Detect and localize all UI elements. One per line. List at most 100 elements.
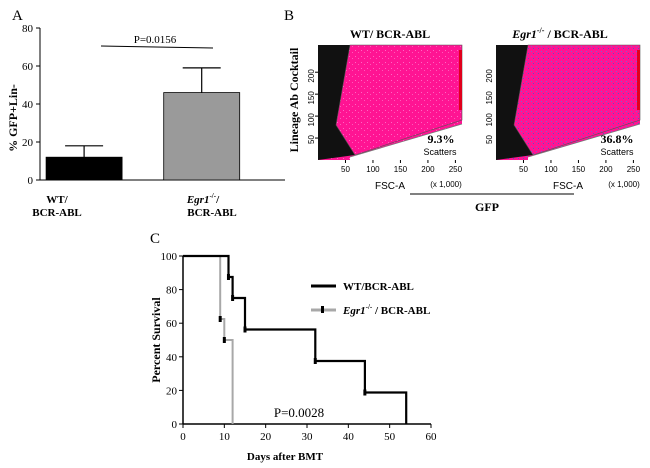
flow-plot-egr1-title: Egr1-/- / BCR-ABL xyxy=(511,26,608,41)
flow-x-tick-label: 150 xyxy=(394,165,408,174)
bar-y-tick-label: 60 xyxy=(22,61,34,73)
panel-c: C Percent Survival 0 20 40 60 80 100 0 10 20 30 40… xyxy=(149,231,437,463)
panel-label-c: C xyxy=(150,231,160,247)
flow-x-tick-label: 50 xyxy=(519,165,528,174)
survival-x-tick-label: 40 xyxy=(343,431,355,443)
bar-category-wt-line2: BCR-ABL xyxy=(32,207,82,219)
flow-plot-egr1-rest: / BCR-ABL xyxy=(544,27,607,41)
survival-lines xyxy=(183,254,408,424)
survival-y-tick-label: 40 xyxy=(166,352,178,364)
gfp-label: GFP xyxy=(475,200,499,214)
legend-egr1-gene: Egr1 xyxy=(342,305,366,317)
bar-category-egr1-sup: -/- xyxy=(209,192,216,200)
legend-egr1-tick xyxy=(321,306,324,313)
bar-egr1 xyxy=(163,92,241,181)
bar-category-egr1-line2: BCR-ABL xyxy=(187,207,237,219)
flow-plot-egr1-xunit: (x 1,000) xyxy=(608,180,640,189)
survival-y-tick-label: 0 xyxy=(172,419,178,431)
flow-plot-wt-lower-region xyxy=(350,124,462,160)
survival-x-tick-label: 10 xyxy=(219,431,231,443)
flow-plot-egr1-dark-gate xyxy=(496,45,533,160)
panel-a: A % GFP+Lin- 0 20 40 60 80 WT/ BCR-ABL Egr1-… xyxy=(6,8,285,219)
bar-y-tick-label: 80 xyxy=(22,23,34,35)
flow-y-axis-label: Lineage Ab Cocktail xyxy=(287,47,301,152)
survival-curve-wt-step-mark xyxy=(243,326,247,333)
survival-curve-wt-step-mark xyxy=(231,295,235,301)
panel-label-b: B xyxy=(284,8,294,24)
survival-y-tick-label: 60 xyxy=(166,318,178,330)
flow-x-tick-label: 100 xyxy=(366,165,380,174)
survival-curve-wt-step-mark xyxy=(226,274,230,280)
survival-legend: WT/BCR-ABL Egr1-/- / BCR-ABL xyxy=(311,281,430,317)
flow-plot-wt-red-channel xyxy=(459,50,462,110)
flow-plot-wt-xlabel: FSC-A xyxy=(375,181,405,192)
flow-plot-egr1-xlabel: FSC-A xyxy=(553,181,583,192)
flow-plot-egr1-ticks: 50 100 150 200 250 50 100 150 200 xyxy=(485,69,641,174)
survival-pvalue: P=0.0028 xyxy=(274,405,324,420)
legend-egr1-rest: / BCR-ABL xyxy=(372,305,430,317)
bar-y-tick-label: 40 xyxy=(22,99,34,111)
panel-b: B Lineage Ab Cocktail WT/ BCR-ABL 9.3% S… xyxy=(284,8,641,214)
flow-plot-egr1-red-channel xyxy=(637,50,640,110)
bar-y-axis-label: % GFP+Lin- xyxy=(6,84,20,152)
bar-category-egr1-slash: / xyxy=(215,194,220,206)
flow-plot-egr1-percent: 36.8% xyxy=(601,132,634,146)
flow-y-tick-label: 50 xyxy=(485,135,494,144)
flow-plot-wt-dark-gate xyxy=(318,45,355,160)
survival-x-tick-label: 30 xyxy=(302,431,314,443)
significance-bracket xyxy=(100,45,214,49)
flow-plot-wt-percent: 9.3% xyxy=(428,132,455,146)
flow-y-tick-label: 50 xyxy=(307,135,316,144)
flow-plot-egr1-gene: Egr1 xyxy=(511,27,537,41)
survival-x-tick-label: 20 xyxy=(260,431,272,443)
flow-plot-wt-title: WT/ BCR-ABL xyxy=(350,27,430,41)
flow-y-tick-label: 200 xyxy=(307,69,316,83)
flow-y-tick-label: 150 xyxy=(485,91,494,105)
survival-y-tick-label: 20 xyxy=(166,385,178,397)
survival-axes: 0 20 40 60 80 100 0 10 20 30 40 50 60 xyxy=(161,251,438,443)
flow-plot-wt-xunit: (x 1,000) xyxy=(430,180,462,189)
flow-x-tick-label: 50 xyxy=(341,165,350,174)
survival-y-axis-label: Percent Survival xyxy=(149,297,163,383)
survival-curve-wt-step-mark xyxy=(313,358,317,364)
bar-marks xyxy=(45,67,241,181)
panel-label-a: A xyxy=(12,8,23,24)
survival-curve-wt-step-mark xyxy=(363,389,367,396)
flow-plot-wt: WT/ BCR-ABL 9.3% Scatters 50 100 150 200 250… xyxy=(307,27,463,192)
flow-plot-wt-gate-line xyxy=(349,123,463,158)
survival-curve-egr1-step-mark xyxy=(222,337,226,343)
flow-x-tick-label: 200 xyxy=(599,165,613,174)
flow-x-tick-label: 150 xyxy=(572,165,586,174)
flow-plot-egr1-lower-region xyxy=(528,124,640,160)
flow-y-tick-label: 100 xyxy=(307,113,316,127)
bar-pvalue: P=0.0156 xyxy=(134,34,177,46)
flow-x-tick-label: 250 xyxy=(627,165,641,174)
flow-y-tick-label: 100 xyxy=(485,113,494,127)
flow-plot-egr1: Egr1-/- / BCR-ABL 36.8% Scatters 50 100 15… xyxy=(485,26,641,192)
survival-x-tick-label: 60 xyxy=(426,431,438,443)
survival-x-tick-label: 50 xyxy=(384,431,396,443)
legend-wt-label: WT/BCR-ABL xyxy=(343,281,414,293)
legend-egr1-label: Egr1-/- / BCR-ABL xyxy=(342,303,430,317)
bar-category-egr1-line1: Egr1-/-/ xyxy=(186,192,220,206)
flow-y-tick-label: 150 xyxy=(307,91,316,105)
survival-y-tick-label: 80 xyxy=(166,285,178,297)
flow-x-tick-label: 250 xyxy=(449,165,463,174)
survival-y-tick-label: 100 xyxy=(161,251,178,263)
flow-plot-egr1-gate-line xyxy=(527,123,641,158)
flow-plot-egr1-sup: -/- xyxy=(537,26,545,35)
bar-wt xyxy=(45,156,123,181)
bar-y-tick-label: 0 xyxy=(28,175,34,187)
flow-plot-egr1-gate-label: Scatters xyxy=(600,147,634,157)
flow-plot-wt-gate-label: Scatters xyxy=(423,147,457,157)
bar-category-wt-line1: WT/ xyxy=(46,194,68,206)
legend-egr1-sup: -/- xyxy=(366,303,373,311)
survival-x-axis-label: Days after BMT xyxy=(247,451,324,463)
survival-x-tick-label: 0 xyxy=(180,431,186,443)
flow-plot-wt-ticks: 50 100 150 200 250 50 100 150 200 xyxy=(307,69,463,174)
flow-x-tick-label: 100 xyxy=(544,165,558,174)
flow-x-tick-label: 200 xyxy=(421,165,435,174)
flow-y-tick-label: 200 xyxy=(485,69,494,83)
bar-category-egr1-gene: Egr1 xyxy=(186,194,210,206)
